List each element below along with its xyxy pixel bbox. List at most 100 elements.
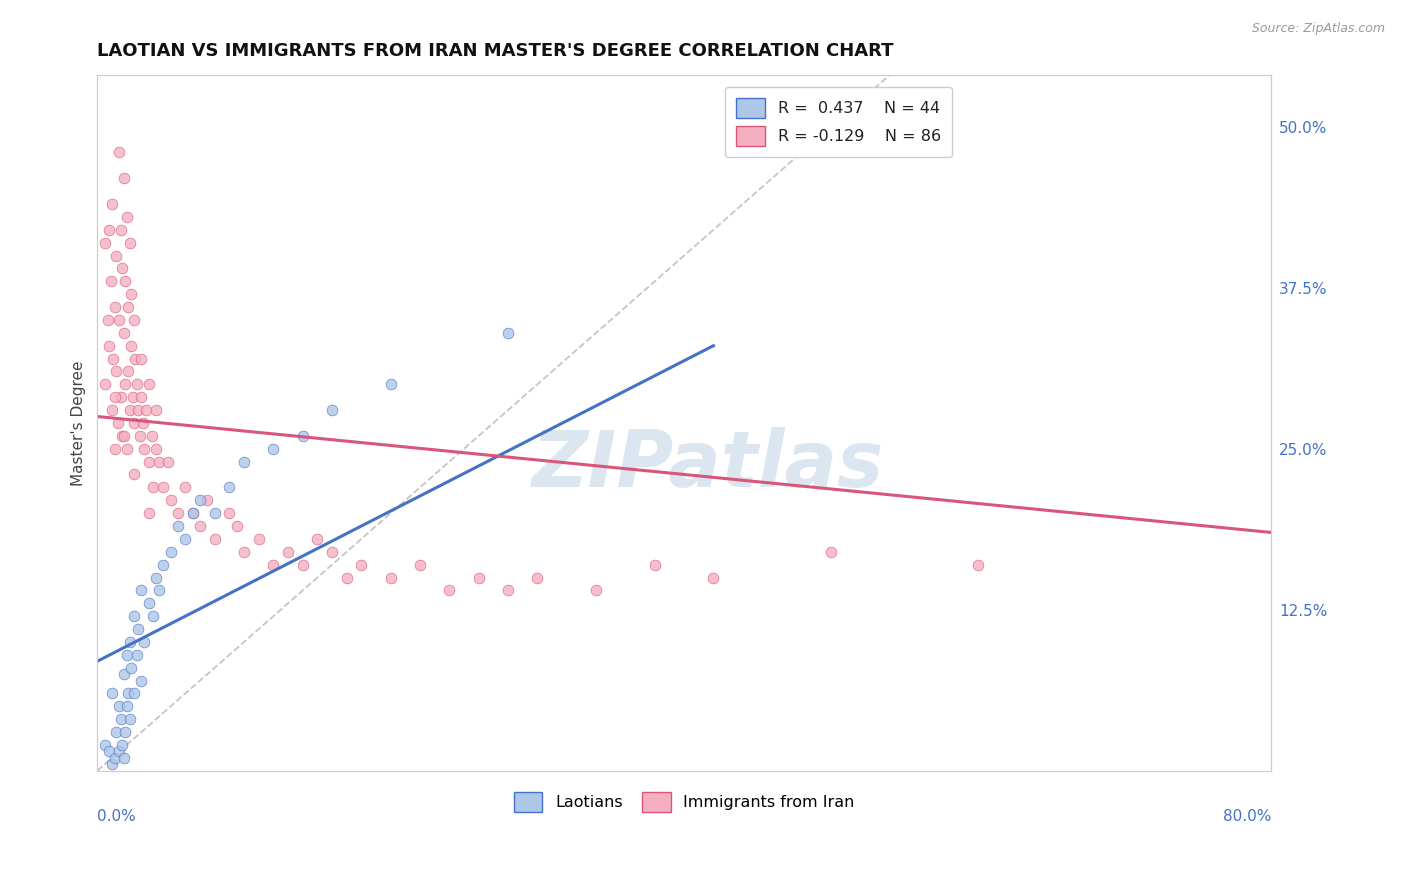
Text: LAOTIAN VS IMMIGRANTS FROM IRAN MASTER'S DEGREE CORRELATION CHART: LAOTIAN VS IMMIGRANTS FROM IRAN MASTER'S… (97, 42, 894, 60)
Point (104, 442, 127, 456)
Point (277, 545, 299, 559)
Point (103, 351, 125, 366)
Point (125, 648, 148, 662)
Point (336, 570, 359, 584)
Point (188, 519, 211, 533)
Text: 80.0%: 80.0% (1223, 809, 1271, 824)
Point (134, 635, 156, 649)
Point (118, 235, 141, 250)
Point (174, 532, 197, 546)
Point (104, 390, 127, 404)
Point (131, 673, 153, 688)
Point (321, 403, 343, 417)
Point (100, 274, 122, 288)
Point (468, 570, 491, 584)
Point (122, 686, 145, 700)
Point (174, 480, 197, 494)
Point (142, 480, 165, 494)
Point (134, 442, 156, 456)
Point (124, 351, 146, 366)
Point (108, 744, 131, 758)
Point (93, 738, 115, 752)
Point (120, 661, 142, 675)
Point (122, 416, 145, 430)
Point (98, 339, 121, 353)
Point (110, 223, 132, 237)
Point (131, 390, 153, 404)
Point (104, 751, 127, 765)
Point (115, 648, 138, 662)
Point (121, 390, 143, 404)
Point (195, 493, 218, 508)
Point (104, 300, 127, 314)
Point (644, 558, 666, 572)
Point (142, 609, 165, 624)
Point (125, 377, 148, 392)
Point (118, 403, 141, 417)
Point (138, 596, 160, 610)
Point (118, 635, 141, 649)
Point (98, 744, 121, 758)
Point (111, 738, 134, 752)
Point (181, 506, 204, 520)
Legend: Laotians, Immigrants from Iran: Laotians, Immigrants from Iran (503, 782, 865, 822)
Point (380, 377, 402, 392)
Y-axis label: Master's Degree: Master's Degree (72, 360, 86, 486)
Point (118, 712, 141, 726)
Point (101, 757, 124, 772)
Point (107, 416, 129, 430)
Point (127, 622, 149, 636)
Point (105, 725, 128, 739)
Point (145, 570, 167, 584)
Point (117, 686, 139, 700)
Point (105, 364, 128, 378)
Point (966, 558, 988, 572)
Point (204, 532, 226, 546)
Point (218, 480, 240, 494)
Point (117, 300, 139, 314)
Point (138, 506, 160, 520)
Point (291, 429, 314, 443)
Point (93, 235, 115, 250)
Point (112, 326, 135, 340)
Point (131, 583, 153, 598)
Point (159, 545, 181, 559)
Point (138, 454, 160, 468)
Point (108, 145, 131, 160)
Point (114, 377, 136, 392)
Point (350, 558, 373, 572)
Point (380, 570, 402, 584)
Point (101, 197, 124, 211)
Point (132, 416, 155, 430)
Point (93, 377, 115, 392)
Point (156, 454, 179, 468)
Point (108, 699, 131, 714)
Point (114, 725, 136, 739)
Point (114, 274, 136, 288)
Point (108, 313, 131, 327)
Point (262, 558, 284, 572)
Point (101, 686, 124, 700)
Point (110, 712, 132, 726)
Point (141, 429, 163, 443)
Point (291, 558, 314, 572)
Point (167, 519, 190, 533)
Point (225, 519, 247, 533)
Point (152, 558, 174, 572)
Point (409, 558, 432, 572)
Point (115, 699, 138, 714)
Point (135, 403, 157, 417)
Point (117, 364, 139, 378)
Text: Source: ZipAtlas.com: Source: ZipAtlas.com (1251, 22, 1385, 36)
Point (233, 545, 256, 559)
Point (702, 570, 724, 584)
Point (97, 313, 120, 327)
Point (112, 429, 135, 443)
Point (218, 506, 240, 520)
Point (111, 261, 134, 276)
Point (148, 583, 170, 598)
Point (122, 313, 145, 327)
Point (496, 326, 519, 340)
Point (439, 583, 461, 598)
Point (115, 210, 138, 224)
